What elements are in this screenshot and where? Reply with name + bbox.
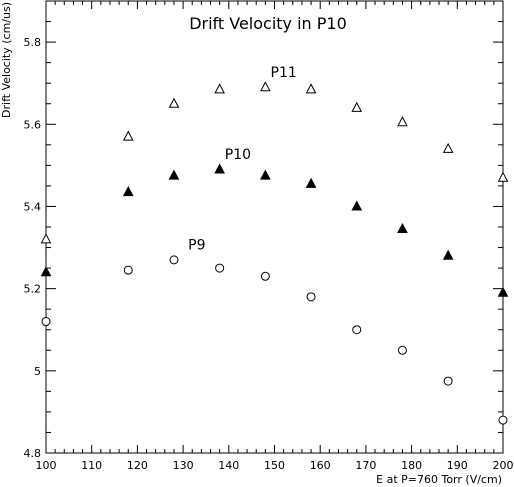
- y-tick-label: 5.8: [24, 36, 42, 49]
- data-point-p9: [260, 271, 270, 281]
- x-axis-label: E at P=760 Torr (V/cm): [376, 473, 502, 486]
- x-tick-label: 170: [355, 459, 376, 472]
- y-axis-label: Drift Velocity (cm/us): [0, 2, 13, 118]
- data-point-p11: [442, 142, 454, 153]
- data-markers: P11 P10 P9: [40, 65, 509, 425]
- data-point-p10: [168, 169, 180, 180]
- y-tick-label: 5.2: [24, 283, 42, 296]
- data-point-p10: [40, 266, 52, 277]
- data-point-p10: [122, 186, 134, 197]
- data-point-p10: [214, 163, 225, 174]
- y-tick-label: 5.6: [24, 118, 42, 131]
- data-point-p10: [260, 169, 271, 180]
- chart-title: Drift Velocity in P10: [189, 14, 347, 33]
- x-tick-label: 180: [401, 459, 422, 472]
- x-tick-label: 110: [81, 459, 102, 472]
- data-point-p9: [41, 317, 51, 327]
- data-point-p10: [442, 249, 454, 260]
- data-point-p10: [397, 222, 408, 234]
- x-tick-label: 150: [264, 459, 285, 472]
- series-p9: [41, 255, 508, 425]
- data-point-p11: [305, 83, 317, 94]
- data-point-p11: [168, 97, 180, 108]
- series-annotation: P11: [271, 65, 297, 81]
- data-point-p10: [351, 200, 363, 211]
- data-point-p9: [123, 265, 133, 275]
- data-point-p9: [352, 325, 362, 335]
- x-tick-label: 160: [310, 459, 331, 472]
- data-point-p11: [351, 101, 363, 112]
- data-point-p11: [214, 83, 225, 94]
- x-tick-label: 200: [493, 459, 514, 472]
- series-annotation: P9: [188, 238, 205, 254]
- data-point-p9: [397, 345, 407, 355]
- data-point-p9: [498, 415, 508, 425]
- series-annotation: P10: [225, 147, 251, 163]
- data-point-p11: [497, 171, 509, 182]
- data-point-p9: [215, 263, 225, 273]
- data-point-p9: [443, 376, 453, 386]
- x-tick-label: 100: [36, 459, 57, 472]
- series-p10: [40, 163, 509, 297]
- x-tick-label: 130: [173, 459, 194, 472]
- data-point-p11: [40, 233, 52, 244]
- data-point-p10: [305, 177, 317, 188]
- data-point-p10: [497, 286, 509, 297]
- x-tick-label: 140: [218, 459, 239, 472]
- data-point-p11: [122, 130, 134, 141]
- axis-ticks: 100 110 120 130 140 150 160 170 180 190 200 4.8 5 5.2…: [24, 1, 514, 472]
- series-p11: [40, 81, 509, 244]
- data-point-p11: [397, 116, 408, 127]
- y-tick-label: 5: [34, 365, 41, 378]
- x-tick-label: 190: [447, 459, 468, 472]
- data-point-p9: [169, 255, 179, 265]
- x-tick-label: 120: [127, 459, 148, 472]
- data-point-p11: [260, 81, 271, 92]
- y-tick-label: 5.4: [24, 200, 42, 213]
- data-point-p9: [306, 292, 316, 302]
- y-tick-label: 4.8: [24, 447, 42, 460]
